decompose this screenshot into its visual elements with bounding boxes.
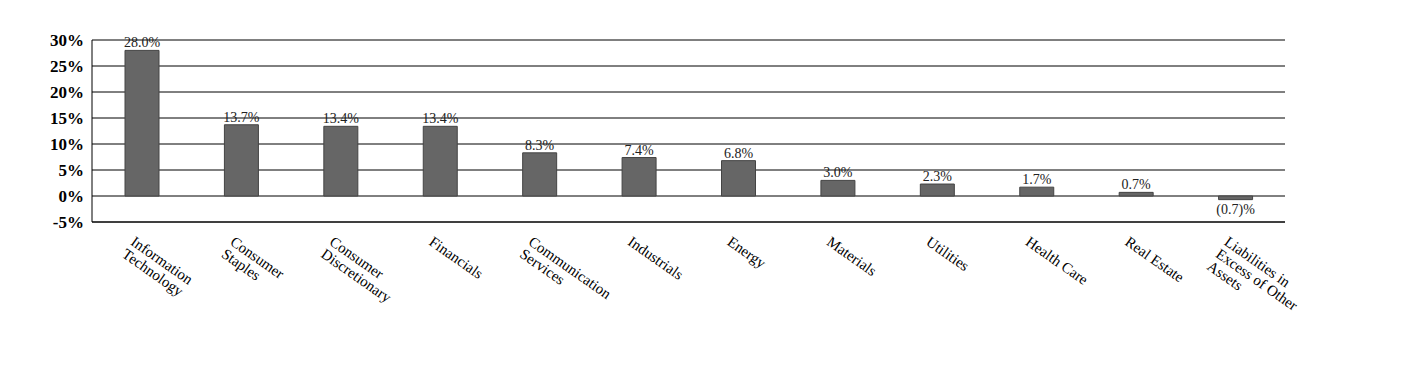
svg-text:Liabilities inExcess of OtherA: Liabilities inExcess of OtherAssets — [1204, 233, 1309, 326]
svg-text:13.4%: 13.4% — [323, 111, 360, 126]
svg-text:2.3%: 2.3% — [923, 169, 953, 184]
svg-text:30%: 30% — [50, 31, 84, 50]
svg-text:(0.7)%: (0.7)% — [1216, 202, 1255, 218]
svg-text:Health Care: Health Care — [1023, 233, 1091, 288]
svg-text:Utilities: Utilities — [923, 233, 972, 274]
svg-text:25%: 25% — [50, 57, 84, 76]
svg-text:8.3%: 8.3% — [525, 138, 555, 153]
svg-text:InformationTechnology: InformationTechnology — [119, 233, 196, 300]
svg-text:3.0%: 3.0% — [823, 165, 853, 180]
svg-text:Industrials: Industrials — [625, 233, 686, 283]
svg-text:ConsumerStaples: ConsumerStaples — [219, 233, 287, 294]
svg-text:Financials: Financials — [426, 233, 486, 282]
svg-text:1.7%: 1.7% — [1022, 172, 1052, 187]
svg-text:Materials: Materials — [824, 233, 880, 279]
svg-text:Real Estate: Real Estate — [1122, 233, 1187, 285]
svg-text:7.4%: 7.4% — [624, 143, 654, 158]
svg-text:20%: 20% — [50, 83, 84, 102]
svg-text:6.8%: 6.8% — [724, 146, 754, 161]
svg-text:ConsumerDiscretionary: ConsumerDiscretionary — [318, 233, 403, 306]
svg-text:13.7%: 13.7% — [223, 110, 260, 125]
svg-text:10%: 10% — [50, 135, 84, 154]
svg-text:0%: 0% — [59, 187, 85, 206]
svg-text:0.7%: 0.7% — [1122, 177, 1152, 192]
svg-text:CommunicationServices: CommunicationServices — [517, 233, 614, 314]
svg-text:Energy: Energy — [724, 233, 769, 271]
svg-text:15%: 15% — [50, 109, 84, 128]
svg-text:28.0%: 28.0% — [124, 35, 161, 50]
svg-text:5%: 5% — [59, 161, 85, 180]
svg-text:-5%: -5% — [53, 213, 84, 232]
svg-text:13.4%: 13.4% — [422, 111, 459, 126]
